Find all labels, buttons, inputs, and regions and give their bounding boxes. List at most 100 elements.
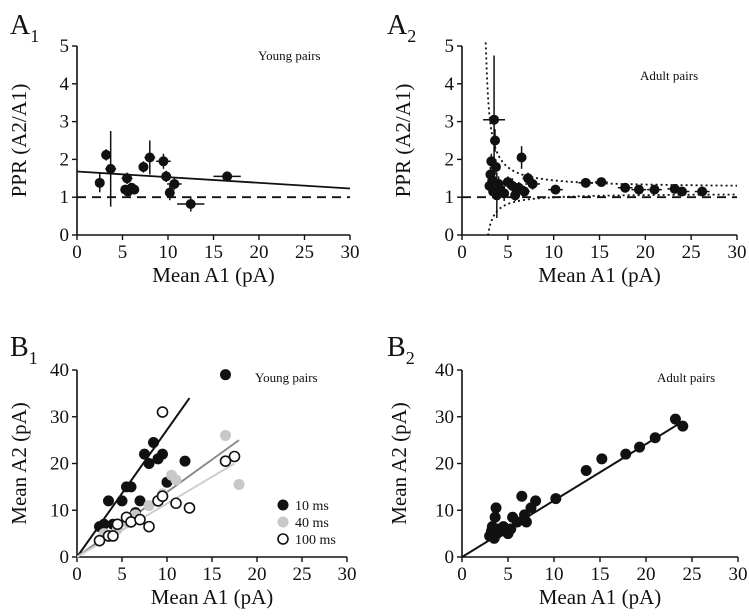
- series-point: [134, 513, 146, 526]
- y-tick-label: 20: [435, 454, 454, 475]
- series-point: [669, 413, 681, 425]
- x-tick-label: 10: [544, 242, 563, 263]
- point-marker: [489, 114, 500, 125]
- series-point: [233, 479, 245, 491]
- panel-B1: 0 5 10 15 20 25 30 0 10 20 30 40 Mean A1 (pA) Mean A2…: [7, 332, 357, 609]
- data-point: [129, 184, 140, 195]
- regression-line: [77, 170, 351, 190]
- legend-marker: [277, 499, 289, 511]
- data-point: [525, 178, 540, 190]
- series-point: [107, 530, 119, 542]
- point-marker: [185, 199, 196, 210]
- point-marker: [490, 135, 500, 146]
- x-tick-label: 20: [637, 564, 656, 585]
- x-tick-label: 30: [729, 564, 748, 585]
- point-marker: [94, 177, 105, 188]
- x-tick-label: 20: [248, 564, 267, 585]
- x-tick-label: 10: [158, 564, 177, 585]
- legend-label: 100 ms: [295, 533, 336, 548]
- series-point: [516, 490, 528, 502]
- series-point: [157, 448, 168, 460]
- x-axis-label: Mean A1 (pA): [539, 585, 661, 609]
- series-point: [103, 495, 114, 507]
- series-point: [125, 481, 137, 493]
- x-tick-label: 5: [503, 242, 513, 263]
- series-point: [520, 516, 532, 528]
- y-axis-label: PPR (A2/A1): [391, 84, 415, 198]
- series-point: [143, 520, 155, 533]
- legend: 10 ms 40 ms 100 ms: [277, 499, 336, 548]
- plot-area: [462, 42, 737, 237]
- panel-title: Young pairs: [258, 48, 321, 63]
- panel-letter: A1: [10, 10, 39, 46]
- panel-title: Young pairs: [255, 370, 318, 385]
- y-tick-label: 4: [445, 74, 455, 95]
- data-point: [164, 185, 175, 201]
- point-marker: [144, 152, 155, 163]
- data-point: [101, 149, 112, 161]
- panel-letter: B2: [387, 332, 415, 368]
- y-tick-label: 1: [60, 187, 70, 208]
- series-point: [596, 453, 608, 465]
- y-tick-label: 40: [435, 360, 454, 381]
- series-point: [116, 495, 128, 507]
- series-point: [111, 518, 124, 531]
- panel-letter-main: B: [10, 332, 29, 363]
- y-tick-label: 1: [445, 187, 455, 208]
- series-0: [94, 369, 231, 533]
- data-point: [156, 153, 171, 169]
- data-point: [167, 178, 182, 190]
- y-tick-label: 4: [60, 74, 70, 95]
- point-marker: [129, 184, 140, 195]
- y-tick-label: 30: [50, 407, 69, 428]
- x-tick-label: 30: [728, 242, 747, 263]
- y-tick-label: 20: [50, 454, 69, 475]
- point-marker: [101, 149, 112, 160]
- series-point: [170, 497, 182, 510]
- legend-marker: [277, 516, 289, 528]
- panel-letter-main: A: [10, 10, 31, 41]
- panel-A2: 0 5 10 15 20 25 30 0 1 2 3 4 5 Mean A1 (pA) PPR (A2/A1…: [387, 10, 747, 287]
- series-point: [505, 523, 517, 535]
- data-point: [105, 131, 117, 207]
- series-point: [550, 493, 562, 505]
- data-point: [490, 159, 501, 175]
- data-point: [647, 184, 662, 195]
- data-point: [578, 177, 594, 188]
- x-tick-label: 20: [250, 242, 269, 263]
- series-point: [490, 502, 502, 514]
- series-point: [93, 534, 106, 547]
- data-point: [121, 172, 133, 184]
- data-point: [213, 171, 241, 182]
- x-tick-label: 0: [72, 564, 82, 585]
- x-tick-label: 10: [159, 242, 178, 263]
- panel-letter-sub: 1: [30, 26, 39, 46]
- series-point: [489, 511, 501, 523]
- y-tick-label: 2: [60, 149, 70, 170]
- series-point: [219, 455, 232, 467]
- point-marker: [649, 184, 660, 195]
- series-point: [156, 490, 169, 503]
- x-tick-label: 5: [503, 564, 513, 585]
- x-tick-label: 15: [591, 564, 610, 585]
- x-tick-label: 0: [457, 564, 467, 585]
- panel-letter-sub: 1: [29, 348, 38, 368]
- x-tick-label: 25: [683, 564, 702, 585]
- y-tick-label: 0: [60, 547, 70, 568]
- point-marker: [527, 178, 538, 189]
- series-point: [148, 436, 159, 448]
- point-marker: [499, 188, 510, 199]
- y-tick-label: 3: [445, 112, 455, 133]
- x-tick-label: 20: [636, 242, 655, 263]
- data-point: [694, 186, 710, 197]
- panel-letter-main: B: [387, 332, 406, 363]
- series-point: [228, 450, 241, 463]
- point-marker: [222, 171, 233, 182]
- x-tick-label: 0: [72, 242, 82, 263]
- series-2: [93, 406, 241, 547]
- x-tick-label: 5: [118, 242, 128, 263]
- series-point: [220, 429, 231, 441]
- y-tick-label: 5: [445, 36, 455, 57]
- series-point: [580, 465, 592, 477]
